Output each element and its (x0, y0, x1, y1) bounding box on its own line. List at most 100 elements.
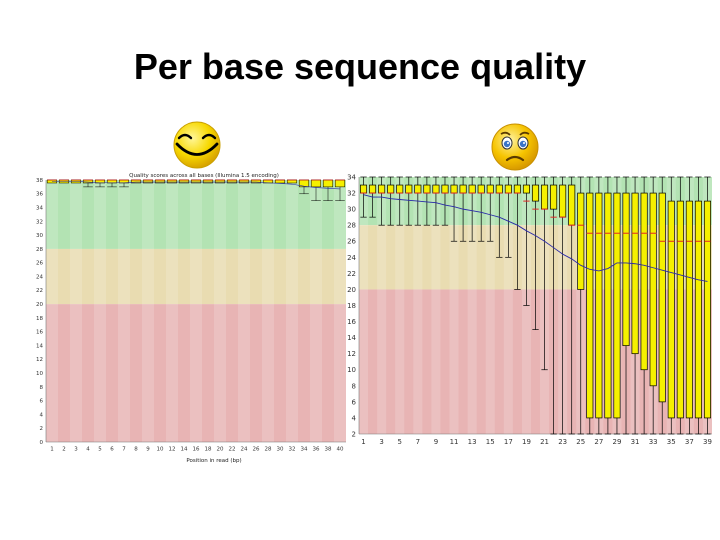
x-tick-label: 3 (74, 447, 78, 453)
x-tick-label: 33 (649, 438, 658, 446)
column-stripe (310, 180, 322, 442)
box (166, 179, 178, 184)
box (369, 184, 377, 194)
column-stripe (118, 180, 130, 442)
box (202, 179, 214, 184)
x-tick-label: 18 (205, 447, 212, 453)
y-tick-label: 14 (347, 334, 356, 342)
x-tick-label: 5 (98, 447, 102, 453)
box (595, 192, 603, 419)
column-stripe (485, 177, 495, 434)
y-tick-label: 30 (347, 206, 356, 214)
box (658, 192, 666, 403)
box (531, 184, 540, 202)
box (559, 184, 567, 218)
box (703, 200, 711, 419)
box (226, 179, 238, 184)
column-stripe (359, 177, 369, 434)
y-tick-label: 28 (36, 247, 43, 253)
x-tick-label: 27 (594, 438, 603, 446)
box (577, 192, 585, 290)
box (238, 179, 250, 184)
x-tick-label: 29 (613, 438, 622, 446)
y-tick-label: 36 (36, 192, 43, 198)
y-tick-label: 24 (347, 254, 356, 262)
y-tick-label: 22 (36, 288, 43, 294)
y-tick-label: 16 (347, 318, 356, 326)
column-stripe (334, 180, 346, 442)
column-stripe (431, 177, 441, 434)
box (432, 184, 440, 194)
x-tick-label: 8 (134, 447, 138, 453)
box (378, 184, 386, 194)
box (459, 184, 467, 194)
box (477, 184, 485, 194)
good-quality-zone (46, 180, 346, 249)
poor-quality-zone (46, 304, 346, 442)
box (522, 184, 530, 194)
box (568, 184, 576, 226)
box (178, 179, 190, 184)
x-tick-label: 14 (181, 447, 188, 453)
column-stripe (70, 180, 82, 442)
box (450, 184, 458, 194)
box (541, 184, 549, 210)
box (550, 184, 558, 210)
y-tick-label: 18 (347, 302, 356, 310)
box (495, 184, 503, 194)
y-tick-label: 8 (352, 382, 356, 390)
box (631, 192, 639, 355)
x-tick-label: 11 (450, 438, 459, 446)
box (387, 184, 395, 194)
y-tick-label: 4 (352, 414, 357, 422)
sad-face-icon (491, 123, 539, 171)
slide-title: Per base sequence quality (133, 46, 587, 87)
mean-line (363, 194, 708, 282)
y-tick-label: 6 (40, 399, 44, 405)
x-tick-label: 19 (522, 438, 531, 446)
x-tick-label: 30 (277, 447, 284, 453)
box (685, 200, 693, 419)
x-tick-label: 37 (685, 438, 694, 446)
x-tick-label: 3 (379, 438, 383, 446)
y-tick-label: 34 (347, 173, 356, 181)
box (504, 184, 512, 194)
column-stripe (46, 180, 58, 442)
y-tick-label: 12 (36, 357, 43, 363)
x-tick-label: 10 (157, 447, 164, 453)
box (142, 179, 154, 184)
column-stripe (142, 180, 154, 442)
y-tick-label: 14 (36, 343, 43, 349)
y-tick-label: 4 (40, 412, 44, 418)
box (667, 200, 675, 419)
x-tick-label: 17 (504, 438, 513, 446)
x-tick-label: 36 (313, 447, 320, 453)
y-tick-label: 2 (40, 426, 44, 432)
x-tick-label: 38 (325, 447, 332, 453)
y-tick-label: 8 (40, 385, 44, 391)
column-stripe (190, 180, 202, 442)
column-stripe (94, 180, 106, 442)
x-tick-label: 1 (50, 447, 54, 453)
y-tick-label: 20 (347, 286, 356, 294)
x-tick-label: 32 (289, 447, 296, 453)
x-tick-label: 7 (416, 438, 420, 446)
box (405, 184, 413, 194)
left-quality-chart: Quality scores across all bases (Illumin… (36, 173, 346, 464)
y-tick-label: 20 (36, 302, 43, 308)
left-chart-xlabel: Position in read (bp) (186, 458, 241, 464)
box (622, 192, 630, 347)
box (441, 184, 449, 194)
x-tick-label: 7 (122, 447, 126, 453)
y-tick-label: 30 (36, 233, 43, 239)
x-tick-label: 34 (301, 447, 308, 453)
y-tick-label: 2 (352, 430, 356, 438)
y-tick-label: 26 (36, 261, 43, 267)
box (274, 179, 286, 184)
box (286, 179, 298, 184)
column-stripe (286, 180, 298, 442)
box (586, 192, 594, 419)
x-tick-label: 31 (631, 438, 640, 446)
x-tick-label: 28 (265, 447, 272, 453)
